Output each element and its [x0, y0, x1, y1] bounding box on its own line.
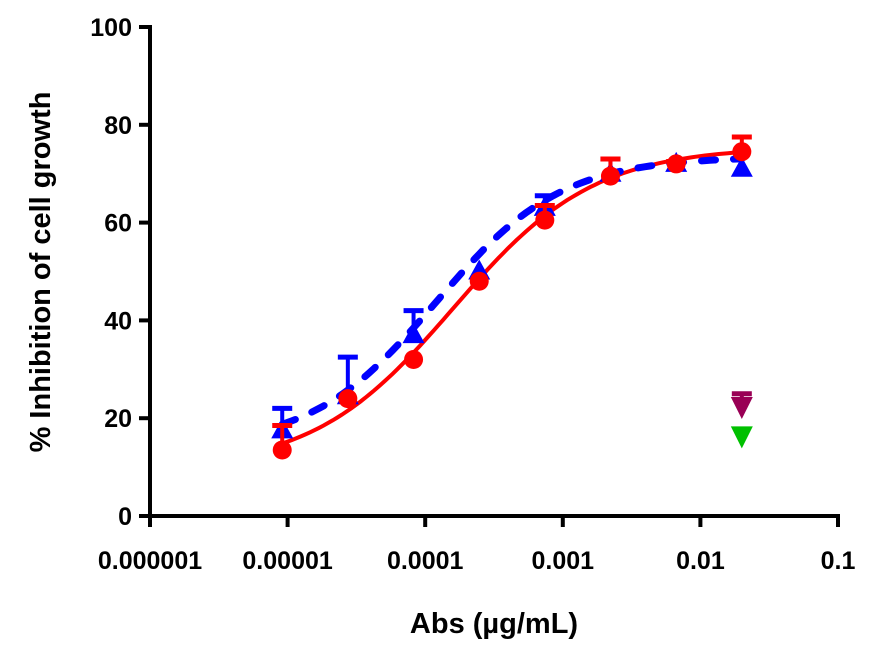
y-tick-label: 40 — [104, 307, 132, 335]
x-tick-label: 0.000001 — [98, 547, 202, 575]
fit-curve-2 — [278, 155, 746, 428]
y-tick-label: 0 — [118, 503, 132, 531]
x-axis-title: Abs (µg/mL) — [410, 608, 578, 640]
x-tick-label: 0.01 — [676, 547, 725, 575]
fit-curve-1 — [280, 150, 744, 446]
data-point — [402, 323, 425, 344]
data-point — [469, 271, 489, 291]
data-point — [600, 166, 620, 186]
y-tick-label: 60 — [104, 210, 132, 238]
x-tick-label: 0.00001 — [242, 547, 332, 575]
data-point — [272, 440, 292, 460]
data-point — [730, 426, 753, 449]
data-point — [730, 156, 753, 177]
y-tick-label: 20 — [104, 405, 132, 433]
data-point — [535, 210, 555, 230]
y-tick-label: 80 — [104, 112, 132, 140]
data-point — [732, 142, 752, 162]
data-point — [338, 389, 358, 409]
x-tick-label: 0.001 — [532, 547, 595, 575]
data-point — [666, 154, 686, 174]
data-point — [404, 350, 424, 370]
y-tick-label: 100 — [90, 14, 132, 42]
x-tick-label: 0.0001 — [387, 547, 464, 575]
y-axis-title: % Inhibition of cell growth — [25, 92, 57, 453]
data-point — [730, 396, 753, 419]
x-tick-label: 0.1 — [821, 547, 856, 575]
